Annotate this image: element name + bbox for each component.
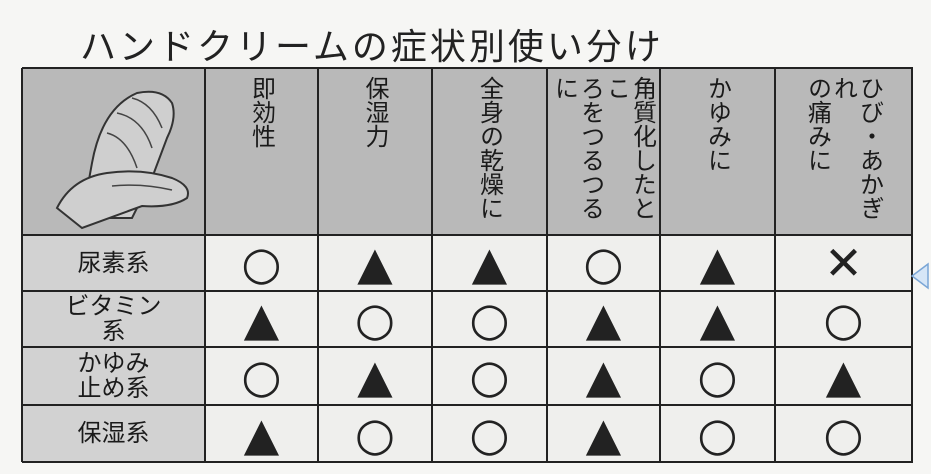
rating-cell-text: ▲ (699, 236, 736, 290)
table-title: ハンドクリームの症状別使い分け (80, 27, 664, 68)
column-header-text: 保湿力 (361, 76, 389, 148)
rating-cell-text: ○ (697, 349, 738, 403)
rating-cell: ▲ (318, 235, 432, 291)
grid-line (546, 68, 548, 462)
rating-cell: ▲ (775, 347, 912, 405)
rating-cell: ▲ (205, 291, 318, 347)
rating-cell-text: ○ (697, 406, 738, 461)
rating-cell-text: ▲ (825, 349, 862, 403)
rating-cell: ○ (432, 347, 547, 405)
pointer-arrow (910, 262, 929, 290)
rating-cell: ▲ (432, 235, 547, 291)
column-header-text: ひび・あかぎれ の痛みに (803, 76, 884, 220)
column-header: 角質化したとこ ろをつるつるに (547, 68, 660, 235)
rating-cell: ○ (318, 405, 432, 462)
rating-cell: ▲ (318, 347, 432, 405)
rating-cell-text: ○ (469, 349, 510, 403)
row-label: ビタミン 系 (22, 291, 205, 347)
rating-cell-text: ▲ (471, 236, 508, 290)
row-label-text: ビタミン 系 (65, 292, 162, 345)
rating-cell: ▲ (205, 405, 318, 462)
rating-cell-text: ○ (241, 236, 282, 290)
rating-cell: ▲ (547, 347, 660, 405)
grid-line (317, 68, 319, 462)
rating-cell-text: ○ (241, 349, 282, 403)
rating-cell-text: ○ (354, 292, 396, 346)
rating-cell: ○ (318, 291, 432, 347)
rating-cell-text: ▲ (585, 292, 622, 346)
rating-cell: ○ (660, 347, 775, 405)
grid-line (22, 234, 913, 236)
rating-cell: ○ (205, 235, 318, 291)
row-label-text: 保湿系 (77, 419, 150, 447)
grid-line (431, 68, 433, 462)
grid-line (21, 68, 23, 462)
column-header-text: 角質化したとこ ろをつるつるに (550, 76, 657, 220)
row-label: 保湿系 (22, 405, 205, 462)
rating-cell: ✕ (775, 235, 912, 291)
rating-cell-text: ○ (469, 406, 510, 461)
rating-cell-text: ▲ (243, 406, 280, 461)
rating-cell-text: ▲ (243, 292, 280, 346)
grid-line (22, 346, 913, 348)
rating-cell-text: ○ (823, 292, 864, 346)
column-header: かゆみに (660, 68, 775, 235)
rating-cell-text: ○ (823, 406, 864, 461)
grid-line (774, 68, 776, 462)
row-label-text: 尿素系 (77, 248, 150, 277)
rating-cell-text: ○ (354, 406, 396, 461)
rating-cell: ▲ (660, 235, 775, 291)
column-header-text: かゆみに (703, 76, 732, 172)
grid-line (659, 68, 661, 462)
illustration-cell (22, 68, 205, 235)
rating-cell: ○ (775, 291, 912, 347)
column-header: 即効性 (205, 68, 318, 235)
rating-cell-text: ✕ (824, 236, 863, 290)
grid-line (22, 67, 913, 69)
grid-line (204, 68, 206, 462)
grid-line (22, 404, 913, 406)
rating-cell: ▲ (660, 291, 775, 347)
column-header: 全身の乾燥に (432, 68, 547, 235)
row-label-text: かゆみ 止め系 (77, 349, 150, 402)
rating-cell: ○ (547, 235, 660, 291)
grid-line (22, 461, 913, 463)
rating-cell: ○ (205, 347, 318, 405)
rating-cell-text: ○ (469, 292, 510, 346)
rating-cell-text: ▲ (357, 349, 393, 403)
hands-illustration (55, 90, 189, 230)
rating-cell: ▲ (547, 405, 660, 462)
column-header: ひび・あかぎれ の痛みに (775, 68, 912, 235)
column-header: 保湿力 (318, 68, 432, 235)
rating-cell-text: ▲ (585, 406, 622, 461)
rating-cell: ○ (660, 405, 775, 462)
rating-cell-text: ▲ (357, 236, 393, 290)
rating-cell: ▲ (547, 291, 660, 347)
column-header-text: 即効性 (247, 76, 276, 148)
grid-line (911, 68, 913, 462)
rating-cell: ○ (432, 405, 547, 462)
row-label: かゆみ 止め系 (22, 347, 205, 405)
rating-cell-text: ▲ (585, 349, 622, 403)
rating-cell: ○ (432, 291, 547, 347)
rating-cell-text: ○ (583, 236, 624, 290)
row-label: 尿素系 (22, 235, 205, 291)
grid-line (22, 290, 913, 292)
column-header-text: 全身の乾燥に (475, 76, 504, 220)
rating-cell-text: ▲ (699, 292, 736, 346)
rating-cell: ○ (775, 405, 912, 462)
